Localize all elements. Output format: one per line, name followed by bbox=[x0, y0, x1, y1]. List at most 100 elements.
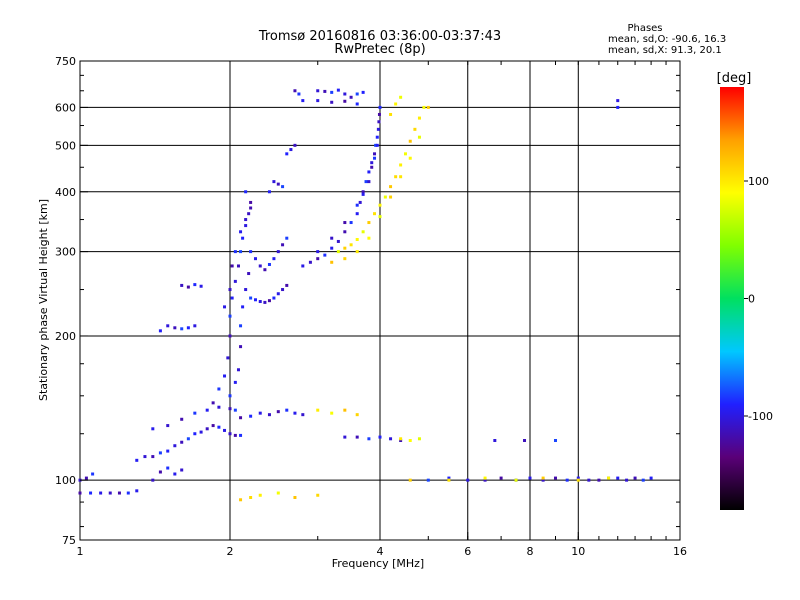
phases-title: Phases bbox=[627, 23, 662, 34]
data-point-x bbox=[276, 491, 280, 495]
data-point-o bbox=[293, 411, 297, 415]
data-point-o bbox=[173, 472, 177, 476]
data-point-o bbox=[323, 89, 327, 93]
data-point-o bbox=[236, 368, 240, 372]
y-axis-label: Stationary phase Virtual Height [km] bbox=[37, 199, 50, 401]
data-point-o bbox=[180, 327, 184, 331]
y-axis: 75 100 200 300 400 500 600 750 bbox=[55, 55, 680, 547]
data-point-o bbox=[367, 437, 371, 441]
data-point-o bbox=[276, 292, 280, 296]
data-point-x bbox=[426, 105, 430, 109]
data-point-o bbox=[361, 90, 365, 94]
data-point-o bbox=[355, 435, 359, 439]
data-point-o bbox=[361, 190, 365, 194]
data-point-o bbox=[285, 152, 289, 156]
data-point-o bbox=[272, 257, 276, 261]
data-point-o bbox=[301, 413, 305, 417]
data-point-o bbox=[241, 236, 245, 240]
data-point-o bbox=[228, 288, 232, 292]
data-point-o bbox=[276, 250, 280, 254]
data-point-o bbox=[126, 491, 130, 495]
data-point-x bbox=[367, 221, 371, 225]
data-point-o bbox=[316, 99, 320, 103]
data-point-o bbox=[230, 264, 234, 268]
x-tick-label: 10 bbox=[571, 545, 585, 558]
data-point-o bbox=[158, 329, 162, 333]
data-point-x bbox=[330, 411, 334, 415]
data-point-o bbox=[249, 250, 253, 254]
data-point-o bbox=[553, 476, 557, 480]
data-point-x bbox=[413, 127, 417, 131]
data-point-o bbox=[285, 408, 289, 412]
y-tick-label: 600 bbox=[55, 101, 76, 114]
data-point-o bbox=[336, 88, 340, 92]
data-point-o bbox=[374, 143, 378, 147]
data-point-o bbox=[367, 180, 371, 184]
data-point-o bbox=[378, 435, 382, 439]
data-point-o bbox=[267, 190, 271, 194]
data-point-x bbox=[403, 152, 407, 156]
data-point-x bbox=[541, 476, 545, 480]
data-point-o bbox=[272, 180, 276, 184]
data-point-o bbox=[426, 478, 430, 482]
data-point-o bbox=[576, 476, 580, 480]
data-point-o bbox=[199, 430, 203, 434]
data-point-o bbox=[91, 472, 95, 476]
data-point-o bbox=[373, 156, 377, 160]
data-point-o bbox=[249, 206, 253, 210]
data-point-o bbox=[249, 414, 253, 418]
data-point-o bbox=[151, 427, 155, 431]
data-point-o bbox=[228, 394, 232, 398]
data-point-o bbox=[343, 435, 347, 439]
data-point-o bbox=[375, 135, 379, 139]
data-point-o bbox=[193, 411, 197, 415]
data-point-o bbox=[293, 89, 297, 93]
data-point-o bbox=[99, 491, 103, 495]
data-point-o bbox=[553, 439, 557, 443]
data-point-x bbox=[408, 139, 412, 143]
data-point-o bbox=[228, 432, 232, 436]
data-point-o bbox=[316, 250, 320, 254]
data-point-x bbox=[239, 498, 243, 502]
data-point-x bbox=[607, 476, 611, 480]
data-point-o bbox=[230, 296, 234, 300]
data-point-o bbox=[625, 478, 629, 482]
data-point-o bbox=[370, 161, 374, 165]
data-point-o bbox=[258, 264, 262, 268]
data-point-x bbox=[343, 246, 347, 250]
data-point-o bbox=[377, 112, 381, 116]
data-point-x bbox=[355, 237, 359, 241]
data-point-o bbox=[166, 449, 170, 453]
data-point-o bbox=[330, 246, 334, 250]
data-point-o bbox=[447, 476, 451, 480]
data-point-o bbox=[244, 288, 248, 292]
data-point-o bbox=[272, 296, 276, 300]
data-point-o bbox=[217, 387, 221, 391]
data-point-o bbox=[281, 185, 285, 189]
data-point-o bbox=[281, 243, 285, 247]
data-point-o bbox=[223, 374, 227, 378]
phases-x-stats: mean, sd,X: 91.3, 20.1 bbox=[608, 45, 722, 56]
data-point-o bbox=[84, 476, 88, 480]
data-point-o bbox=[239, 324, 243, 328]
data-point-o bbox=[228, 314, 232, 318]
data-point-o bbox=[233, 380, 237, 384]
data-point-o bbox=[483, 478, 487, 482]
data-point-o bbox=[78, 491, 82, 495]
phases-o-stats: mean, sd,O: -90.6, 16.3 bbox=[608, 34, 726, 45]
data-point-o bbox=[276, 182, 280, 186]
data-point-x bbox=[514, 478, 518, 482]
data-point-x bbox=[483, 476, 487, 480]
data-point-o bbox=[289, 148, 293, 152]
data-point-o bbox=[541, 478, 545, 482]
data-point-x bbox=[408, 478, 412, 482]
y-tick-label: 100 bbox=[55, 474, 76, 487]
data-point-o bbox=[180, 468, 184, 472]
data-point-o bbox=[135, 458, 139, 462]
data-point-o bbox=[211, 424, 215, 428]
data-point-o bbox=[267, 413, 271, 417]
data-point-o bbox=[217, 405, 221, 409]
data-point-o bbox=[166, 466, 170, 470]
colorbar-tick-label: 0 bbox=[748, 293, 755, 306]
